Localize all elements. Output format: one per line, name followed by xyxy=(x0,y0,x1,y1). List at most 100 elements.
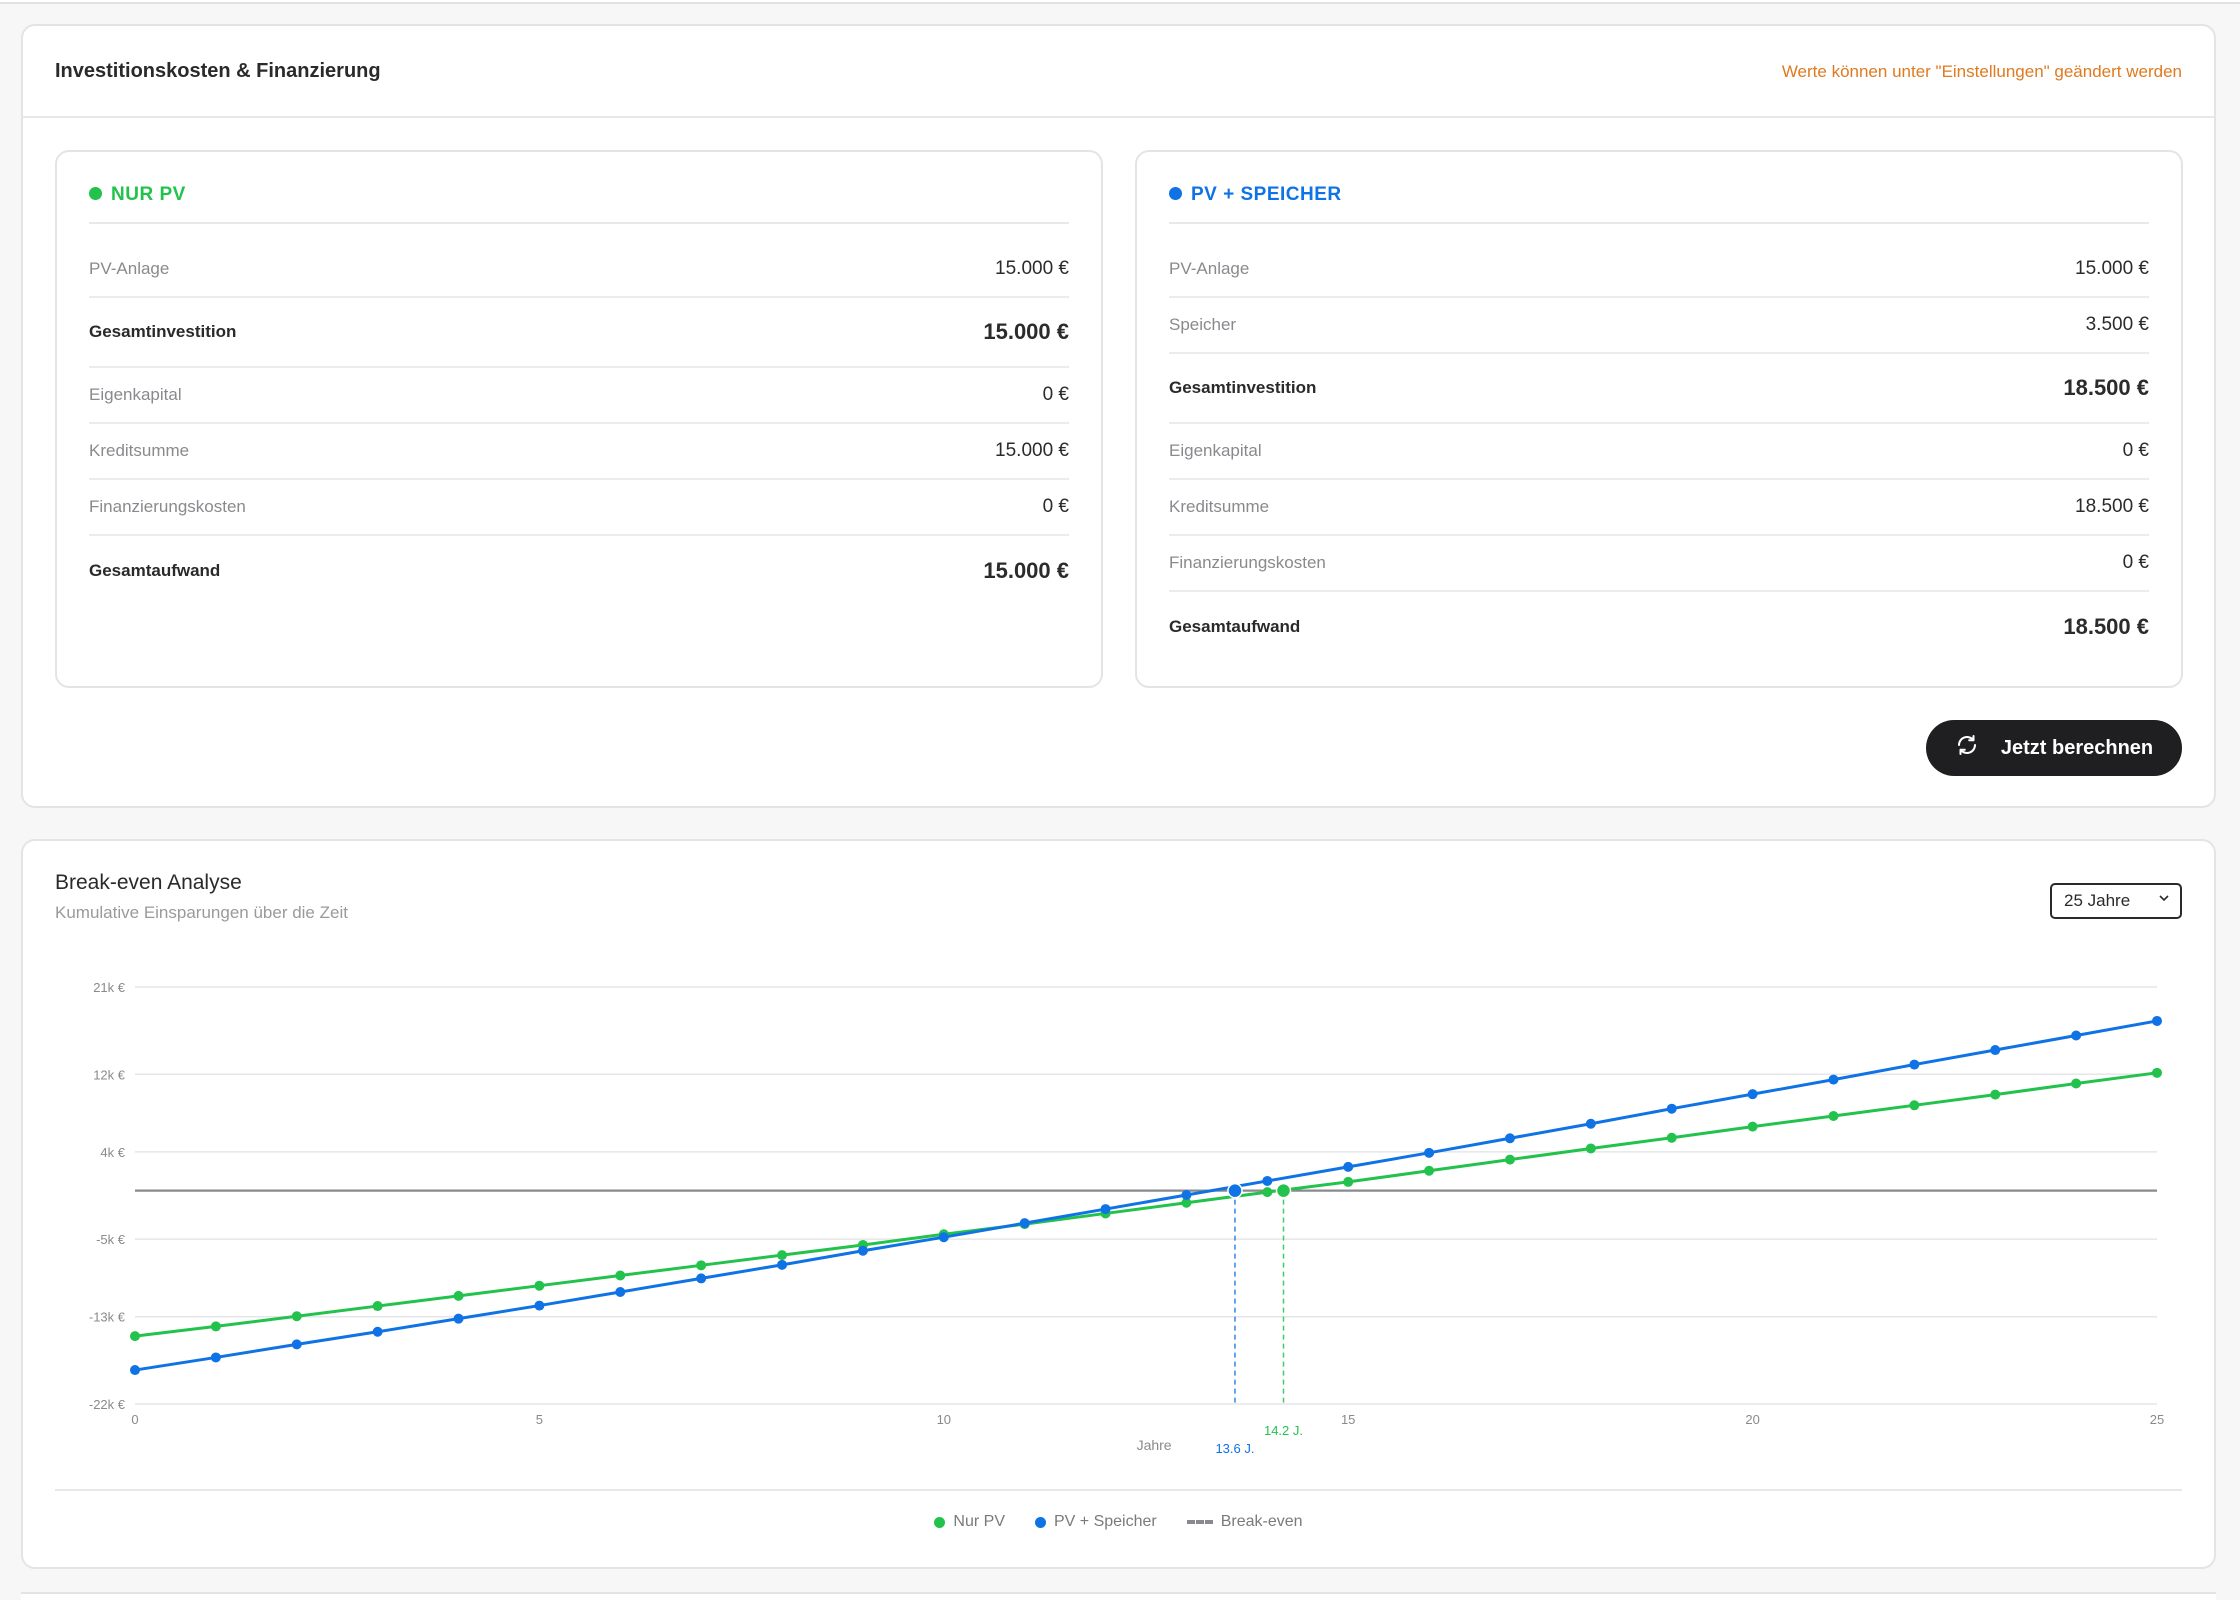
break-even-point xyxy=(1227,1182,1243,1199)
cost-row-label: Finanzierungskosten xyxy=(89,497,246,516)
x-tick-label: 0 xyxy=(131,1412,138,1427)
cost-row: Finanzierungskosten 0 € xyxy=(89,480,1069,536)
nur-pv-card: NUR PV PV-Anlage 15.000 € Gesamtinvestitio… xyxy=(55,150,1103,688)
legend-dash-icon xyxy=(1186,1520,1213,1524)
data-point xyxy=(1262,1187,1273,1198)
cost-row: Kreditsumme 18.500 € xyxy=(1169,480,2149,536)
data-point xyxy=(291,1339,302,1350)
cost-row-value: 18.500 € xyxy=(2063,375,2149,400)
calculate-button[interactable]: Jetzt berechnen xyxy=(1926,720,2182,776)
chart-legend: Nur PV PV + Speicher Break-even xyxy=(23,1513,2214,1531)
breakeven-subtitle: Kumulative Einsparungen über die Zeit xyxy=(55,903,348,922)
nur-pv-rows: PV-Anlage 15.000 € Gesamtinvestition 15.000… xyxy=(89,242,1069,606)
cost-row-value: 15.000 € xyxy=(995,258,1069,279)
cost-row-label: PV-Anlage xyxy=(89,259,170,278)
cost-row-value: 0 € xyxy=(1042,384,1069,405)
y-tick-label: -13k € xyxy=(89,1310,126,1325)
pv-speicher-card: PV + SPEICHER PV-Anlage 15.000 € Speicher 3… xyxy=(1135,150,2183,688)
data-point xyxy=(615,1270,626,1281)
y-tick-label: -22k € xyxy=(89,1397,126,1412)
nur-pv-dot-icon xyxy=(89,187,102,201)
cost-row: Finanzierungskosten 0 € xyxy=(1169,536,2149,592)
data-point xyxy=(210,1352,221,1363)
investment-title: Investitionskosten & Finanzierung xyxy=(55,60,381,82)
data-point xyxy=(130,1331,140,1342)
cost-row: Eigenkapital 0 € xyxy=(89,368,1069,424)
cost-row-label: Finanzierungskosten xyxy=(1169,553,1326,572)
cost-row-value: 15.000 € xyxy=(983,319,1069,344)
cost-row-value: 18.500 € xyxy=(2075,496,2149,517)
data-point xyxy=(1504,1133,1515,1144)
data-point xyxy=(372,1301,383,1312)
data-point xyxy=(291,1311,302,1322)
data-point xyxy=(1909,1059,1920,1070)
cost-row-value: 3.500 € xyxy=(2085,314,2149,335)
cost-row: PV-Anlage 15.000 € xyxy=(89,242,1069,298)
data-point xyxy=(1585,1118,1596,1129)
data-point xyxy=(130,1365,140,1376)
investment-card: Investitionskosten & Finanzierung Werte … xyxy=(21,24,2216,808)
refresh-icon xyxy=(1955,733,1979,763)
data-point xyxy=(534,1300,545,1311)
next-card-edge xyxy=(21,1592,2216,1600)
data-point xyxy=(1828,1074,1839,1085)
chevron-down-icon xyxy=(2158,891,2170,907)
break-even-label: 13.6 J. xyxy=(1215,1441,1254,1456)
legend-item-pv-speicher[interactable]: PV + Speicher xyxy=(1035,1513,1157,1531)
cost-row: Speicher 3.500 € xyxy=(1169,298,2149,354)
data-point xyxy=(1504,1154,1515,1165)
data-point xyxy=(1666,1103,1677,1114)
data-point xyxy=(372,1326,383,1337)
cost-row-label: Eigenkapital xyxy=(1169,441,1262,460)
data-point xyxy=(1909,1100,1920,1111)
data-point xyxy=(534,1280,545,1291)
legend-label: Nur PV xyxy=(953,1513,1005,1530)
cost-row: Gesamtinvestition 15.000 € xyxy=(89,298,1069,368)
data-point xyxy=(1343,1161,1354,1172)
data-point xyxy=(938,1232,949,1243)
data-point xyxy=(1424,1147,1435,1158)
cost-row: Kreditsumme 15.000 € xyxy=(89,424,1069,480)
x-tick-label: 10 xyxy=(937,1412,951,1427)
data-point xyxy=(1990,1089,2001,1100)
data-point xyxy=(2071,1030,2082,1041)
data-point xyxy=(1019,1218,1030,1229)
nur-pv-header: NUR PV xyxy=(89,184,1069,224)
cost-row-value: 15.000 € xyxy=(2075,258,2149,279)
top-edge xyxy=(0,0,2240,4)
data-point xyxy=(1424,1165,1435,1176)
cost-row-value: 18.500 € xyxy=(2063,614,2149,639)
cost-row-value: 0 € xyxy=(2122,552,2149,573)
data-point xyxy=(1585,1143,1596,1154)
calculate-button-label: Jetzt berechnen xyxy=(2000,736,2154,759)
data-point xyxy=(210,1321,221,1332)
data-point xyxy=(1747,1121,1758,1132)
breakeven-chart: 21k € 12k € 4k € -5k € -13k € -22k € 0 5 10 15 20 2… xyxy=(89,980,2164,1456)
breakeven-title: Break-even Analyse xyxy=(55,871,242,894)
data-point xyxy=(696,1260,707,1271)
pv-speicher-title: PV + SPEICHER xyxy=(1191,184,1342,205)
cost-row: Gesamtaufwand 18.500 € xyxy=(1169,592,2149,662)
data-point xyxy=(453,1313,464,1324)
x-axis-label: Jahre xyxy=(1137,1437,1172,1453)
series-line-pv-speicher xyxy=(134,1019,2158,1372)
data-point xyxy=(696,1273,707,1284)
series-line-nur-pv xyxy=(134,1071,2158,1338)
cost-row-label: Kreditsumme xyxy=(1169,497,1270,516)
legend-label: Break-even xyxy=(1220,1513,1303,1530)
cost-row: PV-Anlage 15.000 € xyxy=(1169,242,2149,298)
data-point xyxy=(2152,1015,2162,1026)
data-point xyxy=(1343,1176,1354,1187)
cost-row-value: 0 € xyxy=(2122,440,2149,461)
data-point xyxy=(1100,1204,1111,1215)
legend-divider xyxy=(55,1489,2182,1491)
cost-row-label: Speicher xyxy=(1169,315,1237,334)
data-point xyxy=(615,1286,626,1297)
data-point xyxy=(1747,1089,1758,1100)
pv-speicher-header: PV + SPEICHER xyxy=(1169,184,2149,224)
cost-row: Gesamtinvestition 18.500 € xyxy=(1169,354,2149,424)
x-tick-label: 20 xyxy=(1745,1412,1759,1427)
years-select[interactable]: 25 Jahre xyxy=(2050,883,2182,919)
legend-item-nur-pv[interactable]: Nur PV xyxy=(934,1513,1005,1531)
legend-item-break-even[interactable]: Break-even xyxy=(1186,1513,1303,1531)
